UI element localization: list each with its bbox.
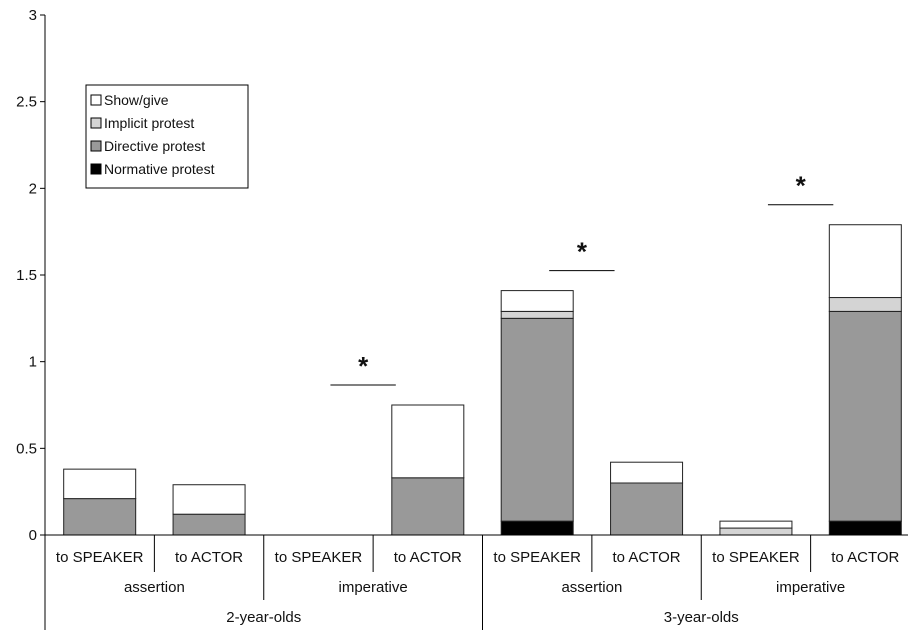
bar-segment <box>172 513 246 536</box>
x-category-label: to SPEAKER <box>56 549 144 566</box>
bar-segment <box>63 498 137 536</box>
bar-segment <box>391 477 465 536</box>
legend-swatch <box>90 140 102 152</box>
x-category-label: to SPEAKER <box>712 549 800 566</box>
significance-markers: * * * <box>330 171 834 386</box>
bar-segment <box>828 310 902 522</box>
x-category-label: to SPEAKER <box>275 549 363 566</box>
bar-segment <box>828 520 902 536</box>
significance-label: * <box>796 171 807 201</box>
legend: Show/give Implicit protest Directive prote… <box>85 84 249 189</box>
y-tick-label: 0 <box>29 527 37 544</box>
bar-segment <box>500 290 574 312</box>
bars <box>63 224 902 536</box>
x-category-label: to ACTOR <box>175 549 243 566</box>
y-tick-label: 1.5 <box>16 267 37 284</box>
x-category-label: to ACTOR <box>831 549 899 566</box>
y-tick-label: 3 <box>29 7 37 24</box>
bar-segment <box>719 527 793 536</box>
x-group-label: imperative <box>776 579 845 596</box>
legend-box <box>85 84 249 189</box>
x-group-label: assertion <box>124 579 185 596</box>
bar-segment <box>63 468 137 500</box>
bar-segment <box>391 404 465 479</box>
x-group-label: imperative <box>339 579 408 596</box>
significance-label: * <box>577 237 588 267</box>
bar-segment <box>610 482 684 536</box>
x-age-label: 3-year-olds <box>664 609 739 626</box>
legend-label: Directive protest <box>104 138 205 154</box>
x-axis: to SPEAKER to ACTOR to SPEAKER to ACTOR to S… <box>44 534 908 630</box>
x-category-label: to ACTOR <box>394 549 462 566</box>
x-group-label: assertion <box>561 579 622 596</box>
bar-segment <box>828 224 902 299</box>
y-tick-label: 0.5 <box>16 440 37 457</box>
legend-label: Normative protest <box>104 161 215 177</box>
bar-segment <box>828 297 902 312</box>
legend-swatch <box>90 94 102 106</box>
legend-label: Show/give <box>104 92 169 108</box>
bar-segment <box>610 461 684 484</box>
y-tick-label: 1 <box>29 354 37 371</box>
y-tick-label: 2.5 <box>16 94 37 111</box>
bar-segment <box>500 310 574 319</box>
bar-segment <box>500 520 574 536</box>
x-age-label: 2-year-olds <box>226 609 301 626</box>
legend-swatch <box>90 163 102 175</box>
y-tick-label: 2 <box>29 180 37 197</box>
x-category-label: to SPEAKER <box>493 549 581 566</box>
y-axis: 0 0.5 1 1.5 2 2.5 3 <box>16 7 46 544</box>
significance-label: * <box>358 351 369 381</box>
x-category-label: to ACTOR <box>613 549 681 566</box>
bar-segment <box>719 520 793 529</box>
legend-swatch <box>90 117 102 129</box>
legend-label: Implicit protest <box>104 115 194 131</box>
bar-segment <box>500 317 574 522</box>
bar-segment <box>172 484 246 515</box>
